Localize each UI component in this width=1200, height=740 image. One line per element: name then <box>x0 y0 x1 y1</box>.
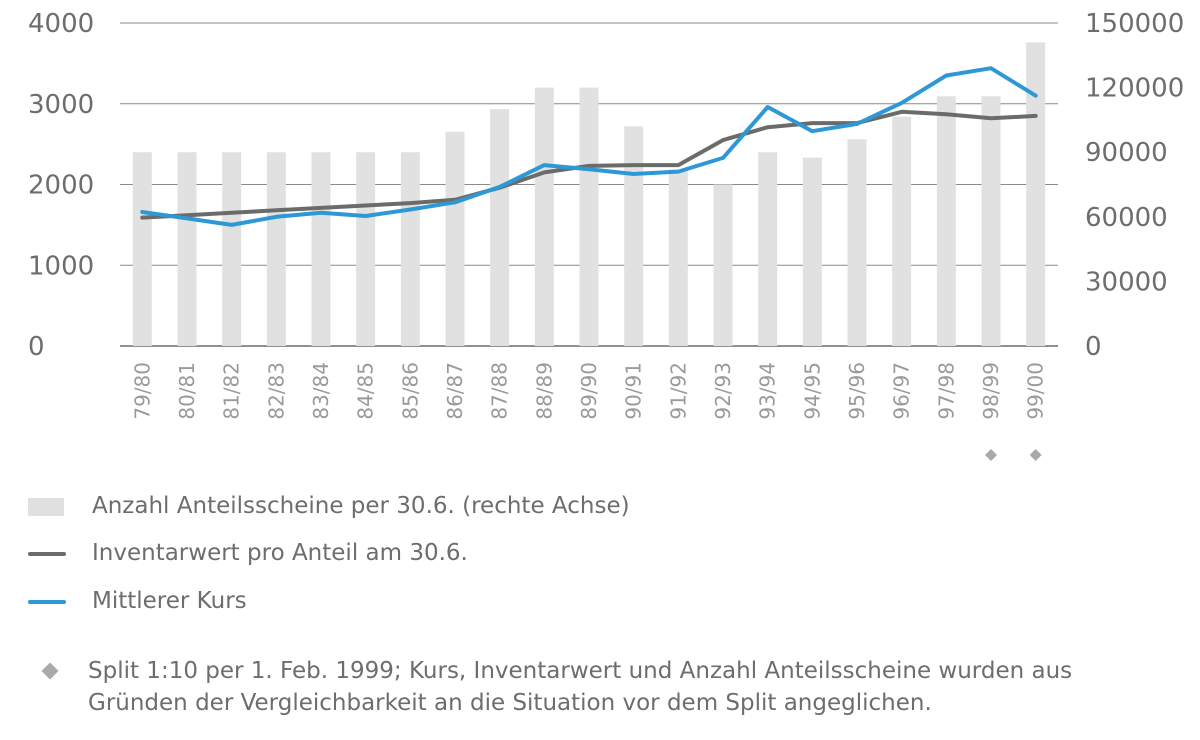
x-axis-tick-label: 95/96 <box>845 362 869 420</box>
bar <box>1026 42 1046 346</box>
left-axis-tick-label: 2000 <box>28 171 94 201</box>
right-axis-tick-label: 0 <box>1085 332 1102 362</box>
x-axis-tick-label: 88/89 <box>532 362 556 420</box>
legend-inventarwert-swatch <box>28 552 66 556</box>
bar <box>534 87 554 346</box>
x-axis-tick-label: 99/00 <box>1024 362 1048 420</box>
x-axis-tick-label: 79/80 <box>130 362 154 420</box>
bar <box>222 152 242 346</box>
bar <box>579 87 599 346</box>
footnote-text: Split 1:10 per 1. Feb. 1999; Kurs, Inven… <box>88 658 1073 716</box>
x-axis-tick-label: 86/87 <box>443 362 467 420</box>
legend-kurs-swatch <box>28 600 66 604</box>
x-axis-tick-label: 83/84 <box>309 362 333 420</box>
right-axis-tick-label: 30000 <box>1085 267 1168 297</box>
bar <box>177 152 197 346</box>
bar <box>132 152 152 346</box>
x-axis-tick-label: 94/95 <box>800 362 824 420</box>
chart: 0 1000 2000 3000 4000 0 30000 60000 90000 120000… <box>28 9 1184 461</box>
bar <box>311 152 331 346</box>
right-axis-tick-label: 90000 <box>1085 138 1168 168</box>
bar <box>266 152 286 346</box>
bar <box>981 96 1001 346</box>
x-axis-tick-label: 85/86 <box>398 362 422 420</box>
x-axis-tick-label: 82/83 <box>264 362 288 420</box>
x-axis-ticks: 79/80 80/81 81/82 82/83 83/84 84/85 85/86 86/87… <box>130 362 1047 420</box>
x-axis-tick-label: 87/88 <box>488 362 512 420</box>
bar <box>847 139 867 346</box>
x-axis-tick-label: 97/98 <box>934 362 958 420</box>
bar <box>668 169 688 346</box>
bar <box>624 126 644 346</box>
x-axis-tick-label: 91/92 <box>666 362 690 420</box>
bar <box>400 152 420 346</box>
left-axis-tick-label: 3000 <box>28 90 94 120</box>
bar <box>445 131 465 346</box>
legend-kurs-label: Mittlerer Kurs <box>92 588 247 614</box>
bar <box>356 152 376 346</box>
right-axis-tick-label: 120000 <box>1085 74 1184 104</box>
x-axis-tick-label: 93/94 <box>756 362 780 420</box>
x-axis-tick-label: 90/91 <box>622 362 646 420</box>
bar <box>802 157 822 346</box>
left-axis-tick-label: 1000 <box>28 251 94 281</box>
legend-inventarwert-label: Inventarwert pro Anteil am 30.6. <box>92 540 468 566</box>
legend-bars-label: Anzahl Anteilsscheine per 30.6. (rechte … <box>92 493 630 519</box>
split-markers <box>985 449 1042 461</box>
right-axis-tick-label: 150000 <box>1085 9 1184 39</box>
bar <box>892 116 912 346</box>
split-marker-icon <box>1029 449 1042 461</box>
right-axis-ticks: 0 30000 60000 90000 120000 150000 <box>1085 9 1184 362</box>
x-axis-tick-label: 84/85 <box>354 362 378 420</box>
x-axis-tick-label: 98/99 <box>979 362 1003 420</box>
x-axis-tick-label: 96/97 <box>890 362 914 420</box>
bar <box>490 109 510 346</box>
legend-bar-swatch <box>28 498 64 516</box>
bar <box>713 184 733 346</box>
bar-series <box>132 42 1046 346</box>
bar <box>758 152 778 346</box>
x-axis-tick-label: 89/90 <box>577 362 601 420</box>
line-series <box>140 66 1038 227</box>
left-axis-ticks: 0 1000 2000 3000 4000 <box>28 9 94 362</box>
x-axis-tick-label: 80/81 <box>175 362 199 420</box>
split-marker-icon <box>985 449 997 461</box>
right-axis-tick-label: 60000 <box>1085 203 1168 233</box>
series-line <box>140 109 1038 220</box>
x-axis-tick-label: 81/82 <box>220 362 244 420</box>
split-diamond-icon <box>41 662 59 680</box>
left-axis-tick-label: 0 <box>28 332 45 362</box>
series-line <box>140 66 1038 227</box>
bar <box>936 96 956 346</box>
x-axis-tick-label: 92/93 <box>711 362 735 420</box>
left-axis-tick-label: 4000 <box>28 9 94 39</box>
